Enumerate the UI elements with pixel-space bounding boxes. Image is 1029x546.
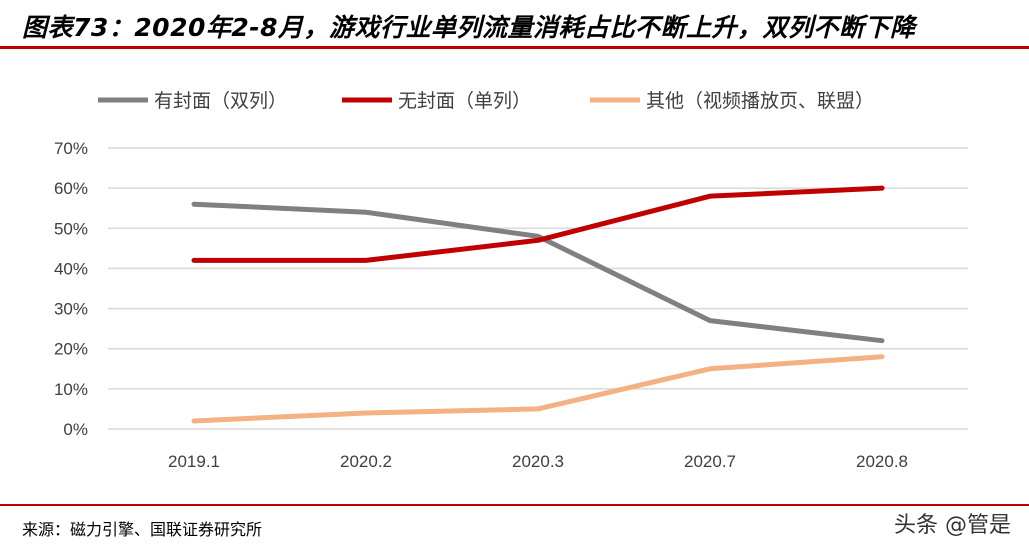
source-note: 来源：磁力引擎、国联证券研究所 — [22, 520, 263, 539]
series-line-2 — [191, 354, 885, 424]
y-tick-label: 20% — [54, 340, 88, 359]
chart-title: 图表73：2020年2-8月，游戏行业单列流量消耗占比不断上升，双列不断下降 — [22, 13, 916, 42]
x-tick-label: 2020.8 — [856, 452, 908, 471]
x-tick-label: 2020.2 — [340, 452, 392, 471]
series-line-1 — [191, 185, 885, 263]
y-tick-label: 40% — [54, 259, 88, 278]
y-tick-label: 30% — [54, 300, 88, 319]
y-tick-label: 10% — [54, 380, 88, 399]
x-tick-label: 2020.7 — [684, 452, 736, 471]
x-tick-label: 2020.3 — [512, 452, 564, 471]
series-line-0 — [191, 201, 885, 344]
title-divider — [0, 46, 1029, 49]
legend-label: 有封面（双列） — [154, 90, 287, 112]
watermark: 头条 @管是 — [894, 513, 1011, 538]
y-tick-label: 60% — [54, 179, 88, 198]
y-tick-label: 0% — [63, 420, 88, 439]
y-tick-label: 70% — [54, 139, 88, 158]
legend-label: 其他（视频播放页、联盟） — [646, 90, 874, 112]
y-tick-label: 50% — [54, 219, 88, 238]
footer-divider — [0, 504, 1029, 506]
x-tick-label: 2019.1 — [168, 452, 220, 471]
legend-label: 无封面（单列） — [398, 90, 531, 112]
